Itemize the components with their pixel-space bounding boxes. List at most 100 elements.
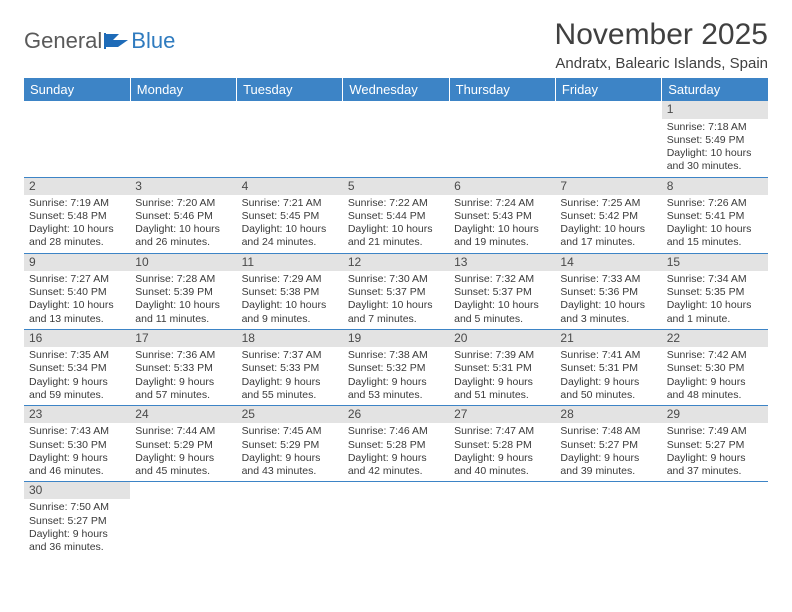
- calendar-body: 1Sunrise: 7:18 AMSunset: 5:49 PMDaylight…: [24, 101, 768, 557]
- weekday-header: Saturday: [662, 78, 768, 101]
- day-details: Sunrise: 7:45 AMSunset: 5:29 PMDaylight:…: [237, 423, 343, 481]
- day-cell: 2Sunrise: 7:19 AMSunset: 5:48 PMDaylight…: [24, 177, 130, 253]
- day-details: Sunrise: 7:20 AMSunset: 5:46 PMDaylight:…: [130, 195, 236, 253]
- day-cell: 8Sunrise: 7:26 AMSunset: 5:41 PMDaylight…: [662, 177, 768, 253]
- day-number: 11: [237, 254, 343, 272]
- day-details: Sunrise: 7:26 AMSunset: 5:41 PMDaylight:…: [662, 195, 768, 253]
- day-cell: 14Sunrise: 7:33 AMSunset: 5:36 PMDayligh…: [555, 253, 661, 329]
- day-cell: 21Sunrise: 7:41 AMSunset: 5:31 PMDayligh…: [555, 329, 661, 405]
- day-details: Sunrise: 7:24 AMSunset: 5:43 PMDaylight:…: [449, 195, 555, 253]
- day-details: Sunrise: 7:48 AMSunset: 5:27 PMDaylight:…: [555, 423, 661, 481]
- day-number: 19: [343, 330, 449, 348]
- day-number: 1: [662, 101, 768, 119]
- day-number: 22: [662, 330, 768, 348]
- day-number: 21: [555, 330, 661, 348]
- day-number: 6: [449, 178, 555, 196]
- day-details: Sunrise: 7:29 AMSunset: 5:38 PMDaylight:…: [237, 271, 343, 329]
- location: Andratx, Balearic Islands, Spain: [555, 55, 768, 72]
- day-cell: 23Sunrise: 7:43 AMSunset: 5:30 PMDayligh…: [24, 405, 130, 481]
- day-cell: 12Sunrise: 7:30 AMSunset: 5:37 PMDayligh…: [343, 253, 449, 329]
- day-number: 23: [24, 406, 130, 424]
- day-details: Sunrise: 7:50 AMSunset: 5:27 PMDaylight:…: [24, 499, 130, 557]
- day-cell: 11Sunrise: 7:29 AMSunset: 5:38 PMDayligh…: [237, 253, 343, 329]
- day-cell: 28Sunrise: 7:48 AMSunset: 5:27 PMDayligh…: [555, 405, 661, 481]
- empty-cell: [130, 481, 236, 557]
- day-cell: 19Sunrise: 7:38 AMSunset: 5:32 PMDayligh…: [343, 329, 449, 405]
- day-number: 9: [24, 254, 130, 272]
- logo-word2: Blue: [131, 28, 175, 54]
- day-cell: 27Sunrise: 7:47 AMSunset: 5:28 PMDayligh…: [449, 405, 555, 481]
- day-details: Sunrise: 7:25 AMSunset: 5:42 PMDaylight:…: [555, 195, 661, 253]
- empty-cell: [343, 101, 449, 177]
- day-cell: 10Sunrise: 7:28 AMSunset: 5:39 PMDayligh…: [130, 253, 236, 329]
- day-cell: 1Sunrise: 7:18 AMSunset: 5:49 PMDaylight…: [662, 101, 768, 177]
- month-title: November 2025: [555, 18, 768, 51]
- day-cell: 5Sunrise: 7:22 AMSunset: 5:44 PMDaylight…: [343, 177, 449, 253]
- weekday-header: Sunday: [24, 78, 130, 101]
- day-details: Sunrise: 7:30 AMSunset: 5:37 PMDaylight:…: [343, 271, 449, 329]
- day-details: Sunrise: 7:34 AMSunset: 5:35 PMDaylight:…: [662, 271, 768, 329]
- day-cell: 4Sunrise: 7:21 AMSunset: 5:45 PMDaylight…: [237, 177, 343, 253]
- day-cell: 30Sunrise: 7:50 AMSunset: 5:27 PMDayligh…: [24, 481, 130, 557]
- calendar-page: General Blue November 2025 Andratx, Bale…: [0, 0, 792, 612]
- day-details: Sunrise: 7:43 AMSunset: 5:30 PMDaylight:…: [24, 423, 130, 481]
- day-cell: 24Sunrise: 7:44 AMSunset: 5:29 PMDayligh…: [130, 405, 236, 481]
- day-details: Sunrise: 7:39 AMSunset: 5:31 PMDaylight:…: [449, 347, 555, 405]
- day-number: 4: [237, 178, 343, 196]
- weekday-header: Monday: [130, 78, 236, 101]
- day-details: Sunrise: 7:32 AMSunset: 5:37 PMDaylight:…: [449, 271, 555, 329]
- empty-cell: [237, 101, 343, 177]
- calendar-row: 1Sunrise: 7:18 AMSunset: 5:49 PMDaylight…: [24, 101, 768, 177]
- day-details: Sunrise: 7:38 AMSunset: 5:32 PMDaylight:…: [343, 347, 449, 405]
- day-number: 26: [343, 406, 449, 424]
- calendar-row: 16Sunrise: 7:35 AMSunset: 5:34 PMDayligh…: [24, 329, 768, 405]
- weekday-header: Thursday: [449, 78, 555, 101]
- day-number: 29: [662, 406, 768, 424]
- day-number: 17: [130, 330, 236, 348]
- weekday-header: Friday: [555, 78, 661, 101]
- day-number: 5: [343, 178, 449, 196]
- day-details: Sunrise: 7:37 AMSunset: 5:33 PMDaylight:…: [237, 347, 343, 405]
- day-number: 10: [130, 254, 236, 272]
- day-details: Sunrise: 7:22 AMSunset: 5:44 PMDaylight:…: [343, 195, 449, 253]
- empty-cell: [662, 481, 768, 557]
- day-number: 24: [130, 406, 236, 424]
- calendar-row: 2Sunrise: 7:19 AMSunset: 5:48 PMDaylight…: [24, 177, 768, 253]
- empty-cell: [555, 481, 661, 557]
- day-details: Sunrise: 7:44 AMSunset: 5:29 PMDaylight:…: [130, 423, 236, 481]
- day-number: 2: [24, 178, 130, 196]
- day-cell: 29Sunrise: 7:49 AMSunset: 5:27 PMDayligh…: [662, 405, 768, 481]
- day-details: Sunrise: 7:18 AMSunset: 5:49 PMDaylight:…: [662, 119, 768, 177]
- day-cell: 20Sunrise: 7:39 AMSunset: 5:31 PMDayligh…: [449, 329, 555, 405]
- day-details: Sunrise: 7:27 AMSunset: 5:40 PMDaylight:…: [24, 271, 130, 329]
- day-details: Sunrise: 7:35 AMSunset: 5:34 PMDaylight:…: [24, 347, 130, 405]
- weekday-header: Tuesday: [237, 78, 343, 101]
- day-cell: 26Sunrise: 7:46 AMSunset: 5:28 PMDayligh…: [343, 405, 449, 481]
- empty-cell: [449, 481, 555, 557]
- day-number: 28: [555, 406, 661, 424]
- calendar-row: 23Sunrise: 7:43 AMSunset: 5:30 PMDayligh…: [24, 405, 768, 481]
- day-details: Sunrise: 7:42 AMSunset: 5:30 PMDaylight:…: [662, 347, 768, 405]
- day-cell: 16Sunrise: 7:35 AMSunset: 5:34 PMDayligh…: [24, 329, 130, 405]
- day-number: 30: [24, 482, 130, 500]
- day-number: 18: [237, 330, 343, 348]
- day-number: 7: [555, 178, 661, 196]
- day-number: 13: [449, 254, 555, 272]
- flag-icon: [104, 32, 130, 50]
- weekday-header-row: SundayMondayTuesdayWednesdayThursdayFrid…: [24, 78, 768, 101]
- empty-cell: [449, 101, 555, 177]
- day-details: Sunrise: 7:47 AMSunset: 5:28 PMDaylight:…: [449, 423, 555, 481]
- day-cell: 7Sunrise: 7:25 AMSunset: 5:42 PMDaylight…: [555, 177, 661, 253]
- empty-cell: [237, 481, 343, 557]
- empty-cell: [24, 101, 130, 177]
- day-cell: 13Sunrise: 7:32 AMSunset: 5:37 PMDayligh…: [449, 253, 555, 329]
- day-details: Sunrise: 7:28 AMSunset: 5:39 PMDaylight:…: [130, 271, 236, 329]
- day-details: Sunrise: 7:36 AMSunset: 5:33 PMDaylight:…: [130, 347, 236, 405]
- header: General Blue November 2025 Andratx, Bale…: [24, 18, 768, 72]
- day-cell: 18Sunrise: 7:37 AMSunset: 5:33 PMDayligh…: [237, 329, 343, 405]
- day-cell: 17Sunrise: 7:36 AMSunset: 5:33 PMDayligh…: [130, 329, 236, 405]
- calendar-row: 30Sunrise: 7:50 AMSunset: 5:27 PMDayligh…: [24, 481, 768, 557]
- calendar-table: SundayMondayTuesdayWednesdayThursdayFrid…: [24, 78, 768, 557]
- day-cell: 9Sunrise: 7:27 AMSunset: 5:40 PMDaylight…: [24, 253, 130, 329]
- empty-cell: [343, 481, 449, 557]
